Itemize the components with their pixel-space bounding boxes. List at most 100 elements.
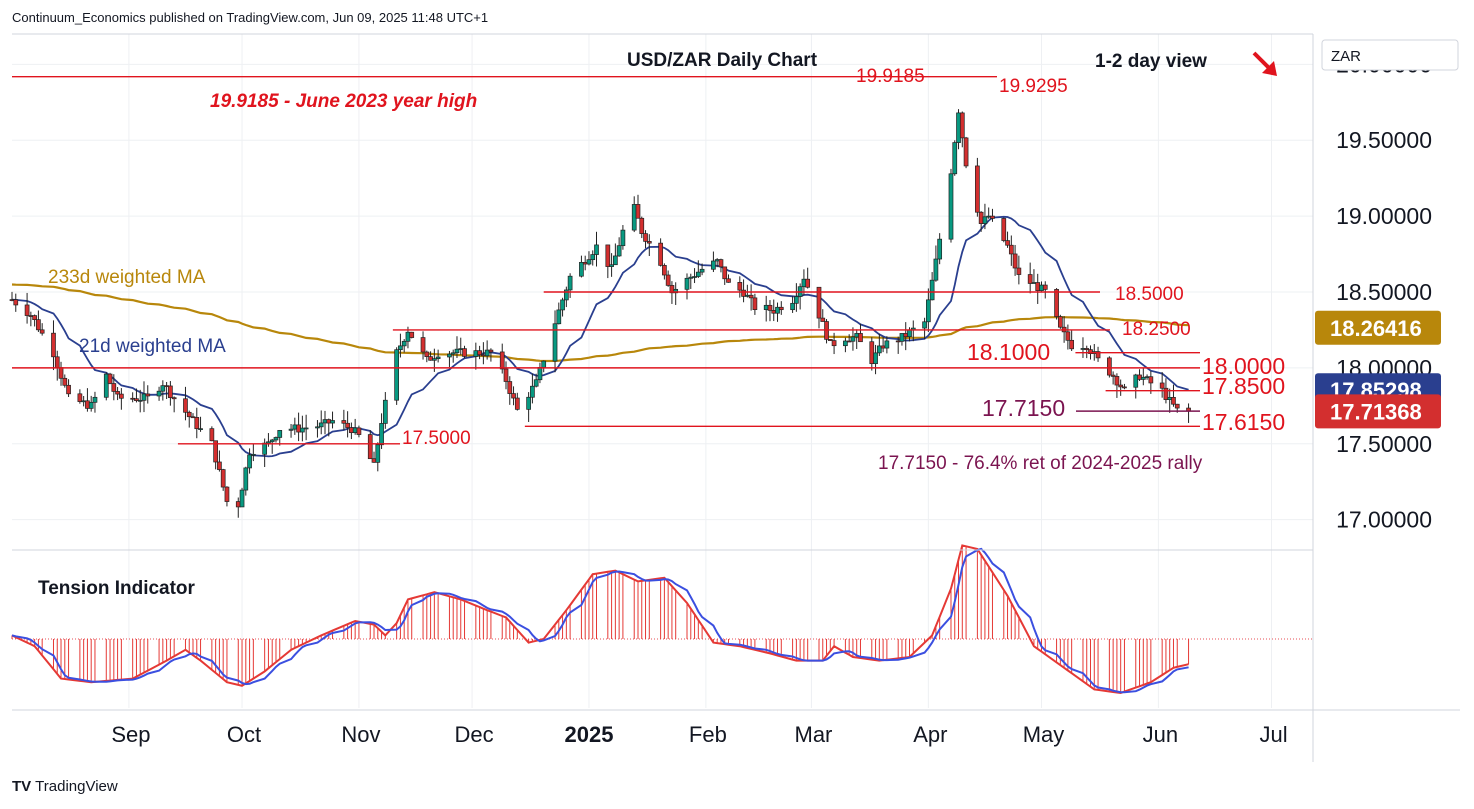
candle	[103, 372, 109, 401]
candles	[9, 109, 1191, 518]
candle-body	[435, 356, 441, 359]
candle	[1110, 371, 1116, 385]
candle-body	[1001, 218, 1007, 241]
candle	[662, 263, 667, 280]
candle-body	[473, 350, 479, 357]
candle	[673, 282, 679, 305]
candle	[975, 157, 980, 217]
candle	[1035, 273, 1041, 304]
candle	[692, 268, 697, 284]
ma-233-line	[11, 283, 1189, 363]
candle-body	[831, 340, 837, 347]
candle	[194, 407, 200, 439]
candle	[775, 302, 780, 322]
candle-body	[1057, 316, 1063, 328]
candle	[273, 436, 279, 443]
candle-body	[51, 332, 56, 358]
candle	[952, 140, 958, 176]
candle-body	[899, 333, 905, 342]
tension-title: Tension Indicator	[38, 578, 196, 599]
candle-body	[876, 345, 882, 354]
candle	[168, 381, 173, 406]
support-resistance-levels: 19.9185 19.9295 19.9185 - June 2023 year h…	[12, 66, 1285, 474]
candle-body	[533, 379, 539, 387]
candle	[590, 250, 596, 266]
candle	[771, 299, 777, 322]
candle	[1027, 262, 1033, 294]
candle-body	[714, 259, 720, 262]
candle	[695, 260, 701, 278]
candle-body	[39, 329, 45, 334]
candle	[247, 448, 252, 474]
candle-body	[190, 416, 196, 419]
candle	[1122, 383, 1127, 390]
candle	[488, 348, 494, 362]
candle	[778, 301, 784, 315]
candle	[1118, 379, 1124, 396]
tradingview-logo[interactable]: TV TradingView	[12, 778, 118, 795]
candle-body	[711, 260, 716, 270]
candle	[1065, 324, 1071, 350]
candle	[737, 276, 743, 298]
candle-body	[963, 137, 969, 167]
y-tick-label: 19.50000	[1336, 127, 1432, 153]
candle-body	[239, 489, 245, 508]
candle	[854, 329, 860, 350]
candle	[631, 196, 637, 233]
candle	[526, 392, 531, 422]
level-label-17-8500: 17.8500	[1202, 373, 1285, 399]
candle-body	[639, 217, 645, 234]
candle-body	[266, 441, 271, 444]
price-badge: 17.71368	[1315, 394, 1441, 429]
candle-body	[530, 385, 535, 398]
candle	[794, 283, 799, 312]
price-badge-box	[1315, 310, 1441, 345]
candle-body	[1080, 348, 1086, 350]
candle-body	[235, 501, 241, 508]
x-tick-label: Sep	[111, 722, 150, 747]
candle-body	[103, 373, 109, 398]
publisher-caption: Continuum_Economics published on Trading…	[12, 10, 489, 25]
candle-body	[349, 427, 354, 434]
candle	[933, 245, 939, 282]
candle-body	[194, 417, 200, 430]
candle	[420, 331, 426, 360]
candle-body	[1016, 267, 1022, 275]
candle	[514, 392, 520, 411]
candle	[635, 194, 641, 219]
candle	[315, 420, 320, 438]
candle-body	[884, 340, 890, 349]
candle-body	[160, 385, 166, 392]
series-label-ma233: 233d weighted MA	[48, 267, 206, 288]
candle	[198, 416, 203, 432]
candle-body	[926, 299, 931, 323]
candle-body	[801, 278, 807, 288]
candle-body	[695, 271, 701, 277]
candle-body	[850, 336, 856, 342]
candle-body	[315, 426, 320, 429]
candle-body	[873, 352, 878, 365]
candle	[929, 272, 935, 301]
candle	[156, 386, 162, 401]
candle	[107, 372, 113, 385]
tradingview-logo-mark: TV	[12, 778, 32, 795]
candle	[990, 208, 995, 222]
candle	[567, 273, 573, 298]
currency-label: ZAR	[1331, 48, 1361, 65]
level-label-19-9295: 19.9295	[999, 76, 1068, 97]
candle-body	[1171, 397, 1176, 405]
candle-body	[250, 453, 256, 456]
candle	[503, 361, 509, 390]
x-tick-label: Jul	[1259, 722, 1287, 747]
candle	[1001, 217, 1007, 243]
candle-body	[58, 367, 64, 379]
candle-body	[722, 266, 728, 280]
candle-body	[401, 340, 407, 347]
candle-body	[224, 486, 230, 502]
candle	[537, 362, 543, 384]
candle	[269, 438, 275, 454]
candle-body	[345, 422, 350, 428]
candle	[292, 417, 298, 435]
candle	[831, 332, 837, 355]
